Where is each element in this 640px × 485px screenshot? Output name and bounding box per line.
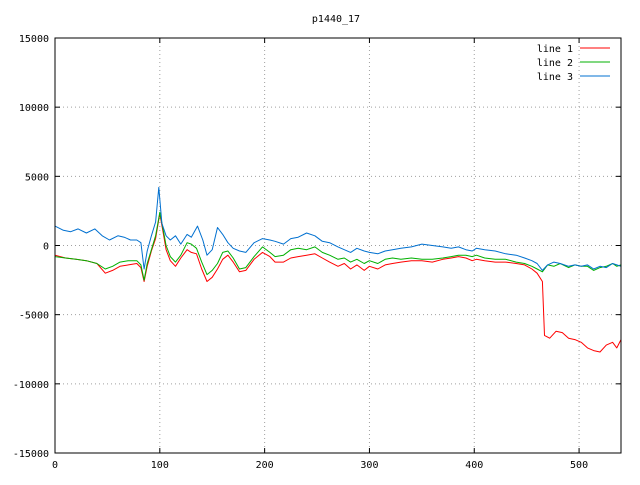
y-tick-label: -5000	[19, 311, 49, 322]
x-tick-label: 400	[465, 460, 483, 471]
legend-label-1: line 1	[537, 44, 573, 55]
chart-title: p1440_17	[312, 14, 360, 25]
legend-label-3: line 3	[537, 72, 573, 83]
y-tick-label: 10000	[19, 103, 49, 114]
series-line-2	[54, 211, 622, 281]
x-tick-label: 200	[256, 460, 274, 471]
y-tick-label: 15000	[19, 34, 49, 45]
x-tick-label: 100	[151, 460, 169, 471]
legend: line 1 line 2 line 3	[537, 44, 610, 83]
legend-label-2: line 2	[537, 58, 573, 69]
y-tick-label: -10000	[13, 380, 49, 391]
y-tick-label: -15000	[13, 449, 49, 460]
x-tick-label: 300	[360, 460, 378, 471]
axis-ticks: 0 100 200 300 400 500 -15000 -10000 -5000 0 5000 10…	[13, 34, 621, 471]
series-line-3	[54, 186, 622, 271]
series-line-1	[54, 213, 622, 353]
series-lines	[54, 186, 622, 353]
y-tick-label: 5000	[25, 172, 49, 183]
plot-frame	[54, 37, 622, 454]
x-tick-label: 0	[52, 460, 58, 471]
x-tick-label: 500	[570, 460, 588, 471]
y-tick-label: 0	[43, 242, 49, 253]
